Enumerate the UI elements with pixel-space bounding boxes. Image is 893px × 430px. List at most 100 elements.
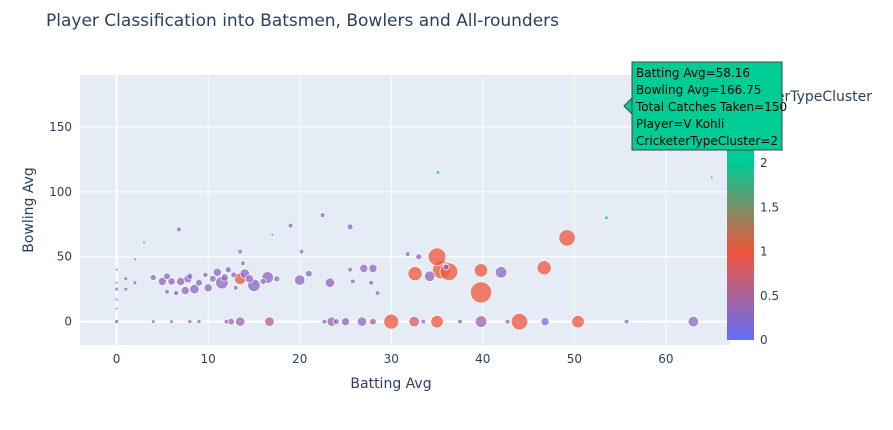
scatter-point[interactable] — [151, 320, 155, 324]
scatter-point[interactable] — [235, 316, 246, 327]
scatter-point[interactable] — [324, 277, 336, 288]
scatter-point[interactable] — [540, 317, 550, 327]
scatter-point[interactable] — [157, 276, 167, 286]
scatter-point[interactable] — [115, 268, 118, 271]
scatter-point[interactable] — [369, 317, 377, 326]
scatter-point[interactable] — [442, 263, 450, 271]
chart-title: Player Classification into Batsmen, Bowl… — [46, 11, 559, 31]
scatter-point[interactable] — [571, 315, 585, 329]
scatter-point[interactable] — [187, 319, 193, 325]
scatter-point[interactable] — [470, 281, 492, 304]
scatter-point[interactable] — [115, 287, 119, 291]
scatter-point[interactable] — [299, 249, 304, 254]
scatter-point[interactable] — [405, 251, 411, 257]
scatter-point[interactable] — [143, 241, 146, 244]
colorbar-tick-label: 1 — [760, 245, 768, 259]
scatter-point[interactable] — [115, 307, 118, 310]
scatter-point[interactable] — [415, 253, 423, 261]
scatter-point[interactable] — [264, 316, 275, 327]
scatter-point[interactable] — [163, 272, 171, 280]
scatter-point[interactable] — [687, 315, 700, 328]
scatter-point[interactable] — [133, 281, 137, 285]
scatter-point[interactable] — [186, 272, 194, 280]
scatter-point[interactable] — [341, 317, 350, 327]
colorbar-tick-label: 0.5 — [760, 289, 779, 303]
scatter-point[interactable] — [220, 273, 229, 282]
scatter-point[interactable] — [383, 313, 400, 330]
scatter-point[interactable] — [359, 263, 369, 273]
colorbar-ticks: 0 0.5 1 1.5 2 — [760, 156, 779, 347]
scatter-point[interactable] — [177, 227, 181, 232]
scatter-point[interactable] — [202, 271, 209, 278]
scatter-point[interactable] — [604, 216, 608, 220]
scatter-point[interactable] — [114, 319, 120, 325]
scatter-point[interactable] — [368, 279, 374, 286]
scatter-point[interactable] — [115, 281, 118, 284]
scatter-point[interactable] — [238, 249, 243, 254]
scatter-point[interactable] — [430, 315, 444, 329]
scatter-point[interactable] — [173, 290, 180, 297]
scatter-point[interactable] — [209, 275, 217, 283]
scatter-point[interactable] — [348, 267, 352, 272]
scatter-point[interactable] — [356, 316, 368, 327]
scatter-point[interactable] — [375, 291, 380, 295]
scatter-point[interactable] — [457, 318, 463, 325]
scatter-point[interactable] — [407, 266, 423, 282]
x-tick-label: 0 — [113, 352, 121, 366]
scatter-point[interactable] — [332, 318, 340, 325]
scatter-point[interactable] — [623, 318, 630, 325]
scatter-point[interactable] — [189, 284, 200, 295]
scatter-point[interactable] — [420, 318, 427, 325]
scatter-point[interactable] — [223, 318, 230, 325]
scatter-point[interactable] — [424, 270, 436, 282]
scatter-point[interactable] — [212, 267, 222, 277]
scatter-point[interactable] — [271, 233, 274, 236]
scatter-point[interactable] — [494, 266, 508, 279]
scatter-point[interactable] — [240, 260, 246, 266]
scatter-point[interactable] — [124, 277, 128, 281]
y-tick-label: 0 — [64, 315, 72, 329]
scatter-point[interactable] — [474, 315, 488, 328]
scatter-point[interactable] — [244, 274, 254, 284]
scatter-point[interactable] — [408, 315, 420, 328]
scatter-point[interactable] — [115, 298, 118, 301]
plot-area[interactable] — [80, 75, 730, 345]
hover-box — [631, 61, 783, 151]
scatter-point[interactable] — [167, 277, 176, 286]
scatter-point[interactable] — [287, 222, 294, 229]
scatter-point[interactable] — [510, 313, 529, 331]
scatter-point[interactable] — [180, 286, 190, 295]
scatter-point[interactable] — [230, 271, 238, 279]
scatter-point[interactable] — [149, 274, 157, 281]
scatter-point[interactable] — [427, 247, 447, 266]
scatter-point[interactable] — [203, 283, 213, 293]
scatter-point[interactable] — [133, 258, 136, 261]
scatter-point[interactable] — [195, 278, 203, 287]
scatter-point[interactable] — [536, 260, 552, 276]
scatter-point[interactable] — [321, 318, 328, 325]
scatter-point[interactable] — [346, 223, 354, 231]
x-tick-label: 50 — [567, 352, 582, 366]
scatter-point[interactable] — [504, 318, 511, 325]
scatter-point[interactable] — [710, 176, 713, 179]
hover-tooltip: Batting Avg=58.16 Bowling Avg=166.75 Total… — [623, 61, 787, 151]
scatter-point[interactable] — [224, 266, 232, 274]
scatter-point[interactable] — [473, 263, 489, 278]
scatter-point[interactable] — [164, 289, 170, 295]
scatter-point[interactable] — [259, 278, 267, 285]
scatter-point[interactable] — [232, 285, 239, 291]
scatter-point[interactable] — [368, 263, 378, 273]
y-axis-title: Bowling Avg — [21, 167, 37, 253]
scatter-point[interactable] — [196, 319, 202, 325]
scatter-point[interactable] — [170, 320, 174, 324]
scatter-point[interactable] — [305, 269, 313, 278]
scatter-point[interactable] — [558, 229, 576, 247]
scatter-points — [114, 91, 713, 331]
scatter-point[interactable] — [273, 275, 281, 283]
scatter-point[interactable] — [294, 274, 306, 286]
scatter-point[interactable] — [124, 287, 128, 291]
y-tick-label: 100 — [49, 185, 72, 199]
scatter-point[interactable] — [436, 170, 440, 174]
scatter-point[interactable] — [350, 278, 356, 285]
scatter-point[interactable] — [319, 212, 326, 218]
